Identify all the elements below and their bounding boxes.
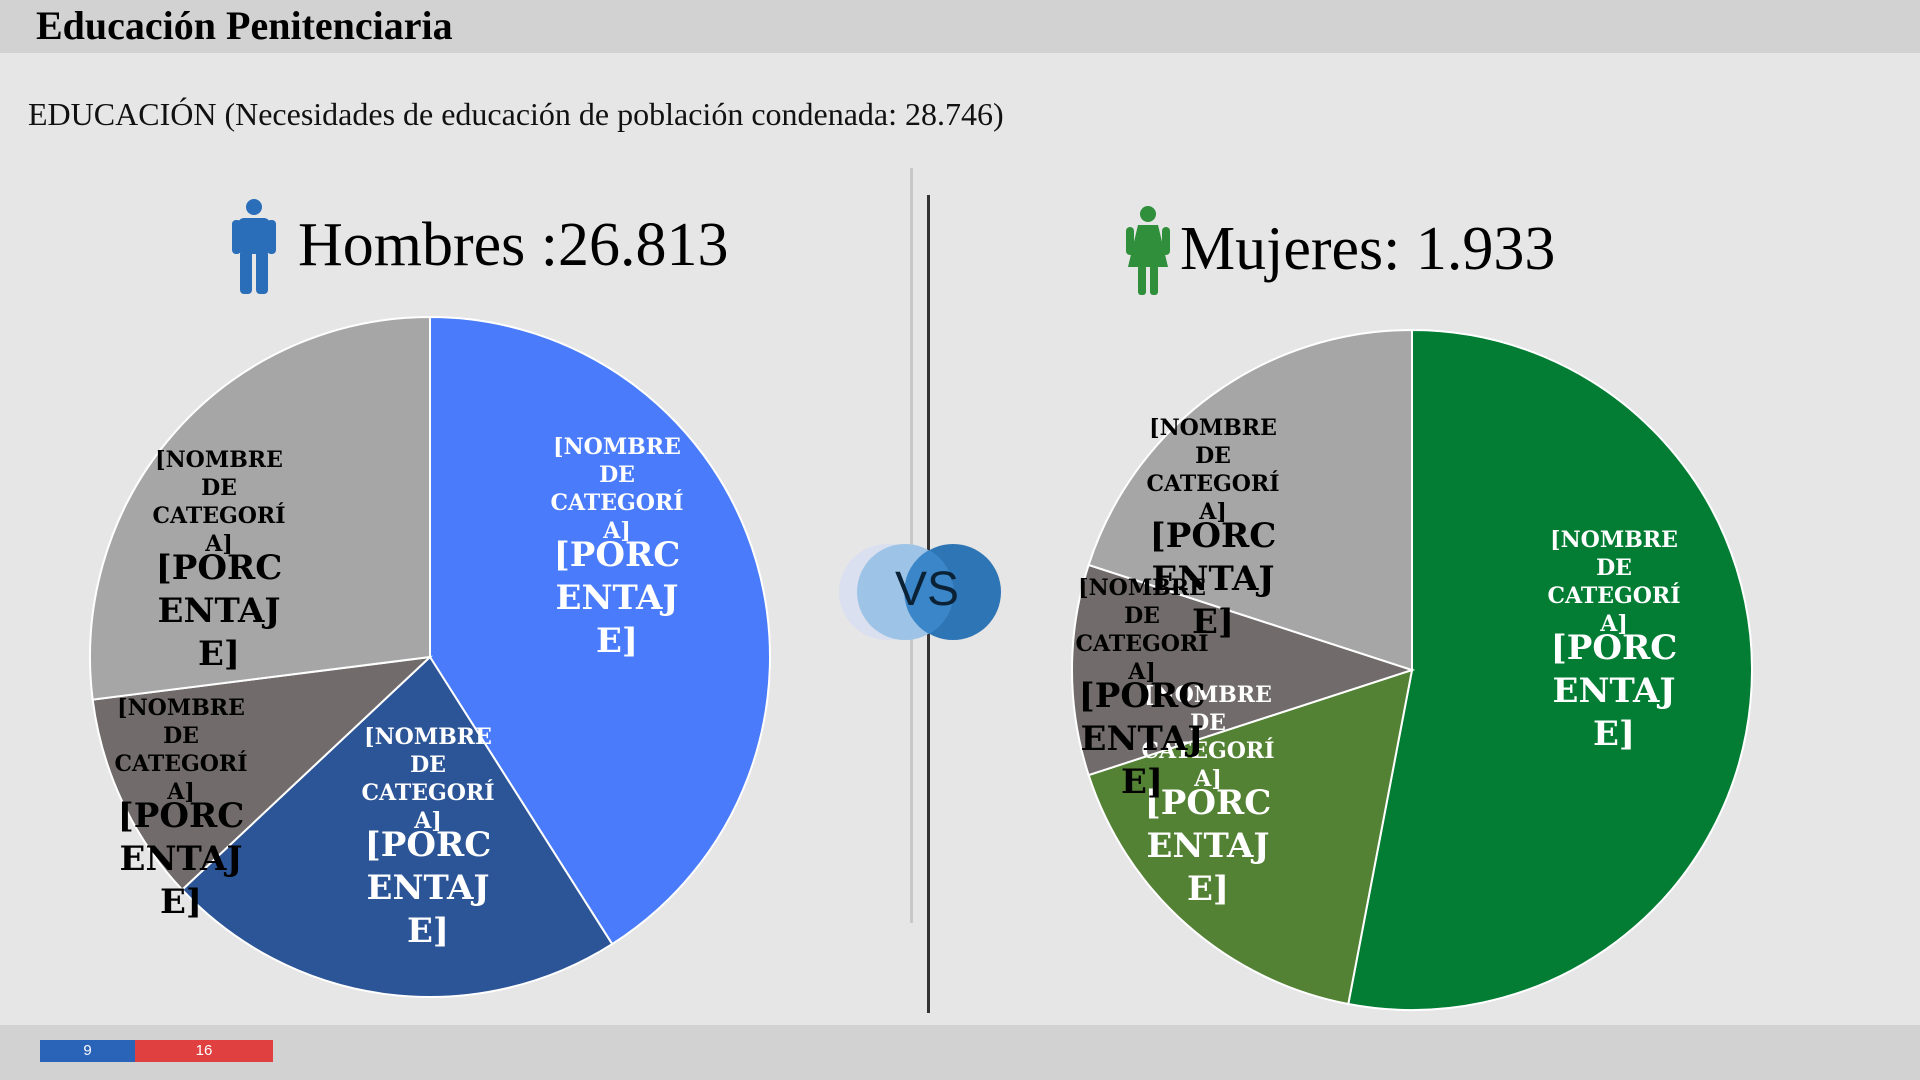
- slice-label-line: CATEGORÍ: [1141, 737, 1274, 764]
- hombres-slice-1: [429, 315, 771, 946]
- slice-label-line: DE: [410, 752, 446, 778]
- slice-label-line: [NOMBRE: [1078, 575, 1206, 601]
- slice-label-line: A]: [602, 518, 630, 544]
- slice-label-line: A]: [1198, 499, 1226, 525]
- slice-label-line: ENTAJ: [1152, 559, 1275, 599]
- slice-label-line: CATEGORÍ: [152, 502, 285, 529]
- footer-bar: [0, 1025, 1920, 1080]
- slice-label-line: [NOMBRE: [1149, 415, 1277, 441]
- slice-label-line: ENTAJ: [556, 578, 679, 618]
- slice-label-line: CATEGORÍ: [550, 489, 683, 516]
- slice-label-line: [NOMBRE: [553, 434, 681, 460]
- slice-label-line: ENTAJ: [1553, 671, 1676, 711]
- slice-label-line: ENTAJ: [120, 839, 243, 879]
- page-number-total: 16: [135, 1040, 273, 1062]
- page-number-current: 9: [40, 1040, 135, 1062]
- vs-badge: [839, 544, 1001, 640]
- slice-label-line: A]: [1193, 766, 1221, 792]
- slice-label-line: [PORC: [1079, 676, 1206, 716]
- slice-label-line: A]: [413, 808, 441, 834]
- woman-icon: [1126, 206, 1170, 295]
- slice-label-line: ENTAJ: [1147, 826, 1270, 866]
- slice-label-line: CATEGORÍ: [1146, 470, 1279, 497]
- slice-label-line: DE: [1124, 603, 1160, 629]
- slice-label-line: [NOMBRE: [155, 447, 283, 473]
- mujeres-slice-4: [1087, 328, 1413, 672]
- slice-label-line: ENTAJ: [158, 591, 281, 631]
- page-title: Educación Penitenciaria: [36, 3, 453, 48]
- slice-label-line: CATEGORÍ: [1075, 630, 1208, 657]
- slice-label-line: ENTAJ: [1081, 719, 1204, 759]
- slice-label-line: [PORC: [118, 796, 245, 836]
- slice-label-line: [NOMBRE: [1550, 527, 1678, 553]
- subtitle: EDUCACIÓN (Necesidades de educación de p…: [28, 96, 1004, 132]
- mujeres-slice-3: [1070, 563, 1416, 777]
- men-heading: Hombres :26.813: [298, 211, 729, 279]
- slice-label-line: E]: [198, 634, 240, 674]
- header-bar: Educación Penitenciaria: [0, 0, 1920, 53]
- slice-label-line: E]: [160, 882, 202, 922]
- mujeres-slice-2: [1087, 668, 1414, 1006]
- slice-label-line: [PORC: [554, 535, 681, 575]
- vs-label: VS: [895, 563, 960, 616]
- slice-label-line: [NOMBRE: [1144, 682, 1272, 708]
- slice-label-line: DE: [1190, 710, 1226, 736]
- slice-label-line: DE: [599, 462, 635, 488]
- slice-label-line: E]: [1121, 762, 1163, 802]
- slice-label-line: A]: [1599, 611, 1627, 637]
- slice-label-line: DE: [1596, 555, 1632, 581]
- slice-label-line: [PORC: [1145, 783, 1272, 823]
- slice-label-line: A]: [166, 779, 194, 805]
- hombres-slice-3: [91, 655, 433, 892]
- slice-label-line: [NOMBRE: [364, 724, 492, 750]
- slice-label-line: A]: [204, 531, 232, 557]
- slice-label-line: DE: [1195, 443, 1231, 469]
- slice-label-line: DE: [201, 475, 237, 501]
- slice-label-line: [PORC: [365, 825, 492, 865]
- slice-label-line: [PORC: [1150, 516, 1277, 556]
- hombres-slice-2: [180, 655, 614, 998]
- slice-label-line: CATEGORÍ: [114, 750, 247, 777]
- slice-label-line: E]: [1192, 602, 1234, 642]
- women-heading: Mujeres: 1.933: [1180, 215, 1556, 283]
- slice-label-line: E]: [407, 911, 449, 951]
- hombres-slice-4: [89, 315, 431, 701]
- man-icon: [232, 199, 276, 294]
- slice-label-line: [PORC: [1551, 628, 1678, 668]
- slice-label-line: [NOMBRE: [117, 695, 245, 721]
- slice-label-line: [PORC: [156, 548, 283, 588]
- slice-label-line: CATEGORÍ: [1547, 582, 1680, 609]
- mujeres-slice-1: [1347, 328, 1753, 1011]
- slice-label-line: CATEGORÍ: [361, 779, 494, 806]
- slice-label-line: A]: [1127, 659, 1155, 685]
- slice-label-line: DE: [163, 723, 199, 749]
- slice-label-line: E]: [596, 621, 638, 661]
- slice-label-line: ENTAJ: [367, 868, 490, 908]
- slice-label-line: E]: [1593, 714, 1635, 754]
- slice-label-line: E]: [1187, 869, 1229, 909]
